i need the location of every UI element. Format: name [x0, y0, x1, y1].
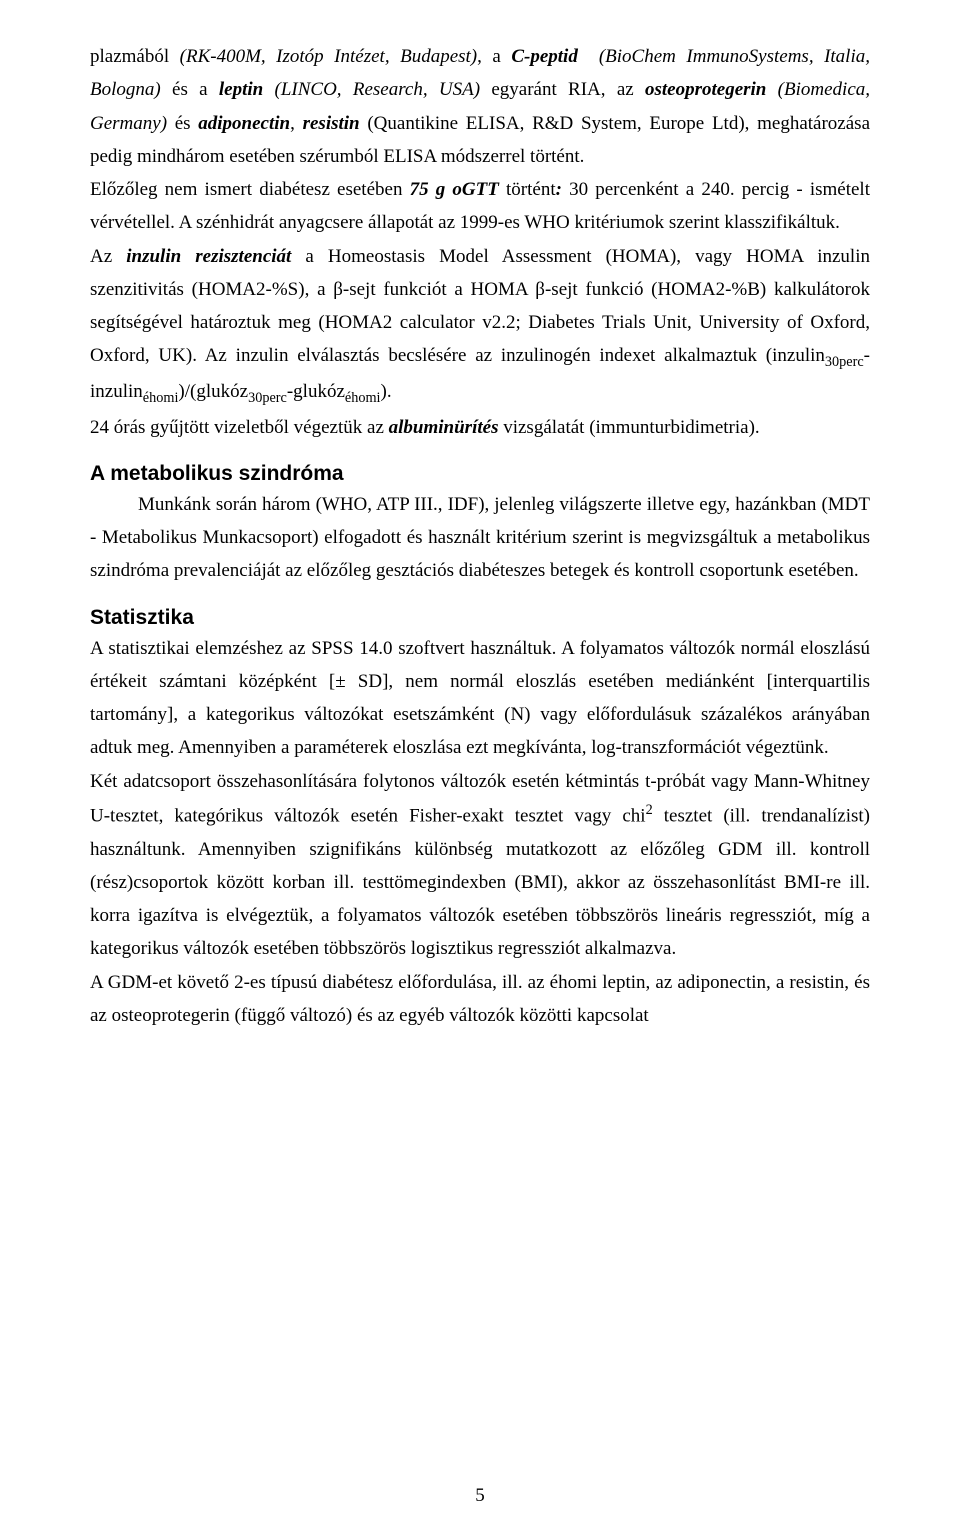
heading-metabolikus: A metabolikus szindróma [90, 462, 870, 486]
page-number: 5 [0, 1485, 960, 1507]
paragraph-3: Az inzulin rezisztenciát a Homeostasis M… [90, 240, 870, 411]
paragraph-2: Előzőleg nem ismert diabétesz esetében 7… [90, 173, 870, 240]
paragraph-1: plazmából (RK-400M, Izotóp Intézet, Buda… [90, 40, 870, 173]
page: plazmából (RK-400M, Izotóp Intézet, Buda… [0, 0, 960, 1537]
paragraph-5: Munkánk során három (WHO, ATP III., IDF)… [90, 488, 870, 588]
paragraph-4: 24 órás gyűjtött vizeletből végeztük az … [90, 411, 870, 444]
paragraph-6: A statisztikai elemzéshez az SPSS 14.0 s… [90, 632, 870, 765]
paragraph-7: Két adatcsoport összehasonlítására folyt… [90, 765, 870, 966]
heading-statisztika: Statisztika [90, 606, 870, 630]
paragraph-8: A GDM-et követő 2-es típusú diabétesz el… [90, 966, 870, 1033]
